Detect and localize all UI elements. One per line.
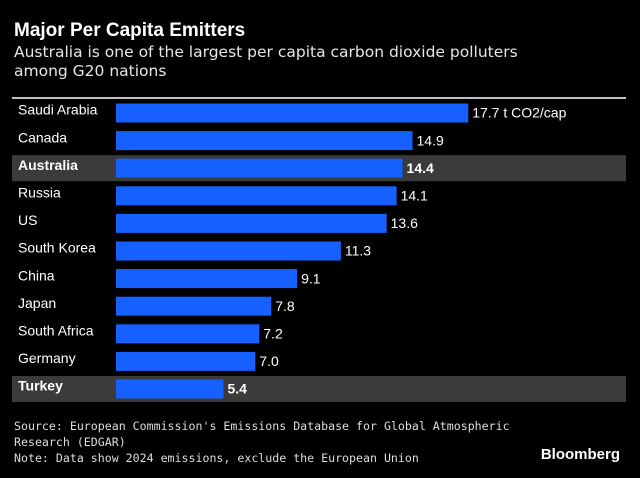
category-label: China: [18, 267, 55, 283]
bar: [116, 213, 387, 233]
footnote: Note: Data show 2024 emissions, exclude …: [14, 451, 419, 465]
source-note: Source: European Commission's Emissions …: [14, 419, 510, 449]
bar: [116, 269, 298, 289]
bar: [116, 379, 224, 399]
category-label: Canada: [18, 129, 67, 145]
bar: [116, 158, 403, 178]
chart-title: Major Per Capita Emitters: [14, 20, 246, 41]
value-label: 14.1: [401, 188, 428, 204]
bar: [116, 186, 397, 206]
bar: [116, 324, 260, 344]
chart-subtitle: Australia is one of the largest per capi…: [14, 43, 518, 80]
brand-logo: Bloomberg: [540, 446, 620, 463]
bar: [116, 296, 272, 316]
chart: Saudi Arabia 17.7 t CO2/cap Canada 14.9 Aust…: [12, 97, 626, 402]
value-label: 9.1: [301, 270, 321, 286]
highlight-band: [12, 376, 626, 402]
value-label: 7.0: [259, 353, 279, 369]
value-label: 7.2: [263, 326, 283, 342]
value-label: 7.8: [275, 298, 295, 314]
category-label: US: [18, 212, 37, 228]
value-label: 17.7 t CO2/cap: [472, 105, 566, 121]
category-label: Germany: [18, 350, 76, 366]
bar: [116, 241, 341, 261]
bar: [116, 351, 256, 371]
category-label: South Africa: [18, 323, 94, 339]
value-label: 5.4: [227, 381, 247, 397]
bar: [116, 131, 413, 151]
category-label: Australia: [18, 157, 78, 173]
bar: [116, 103, 469, 123]
category-label: Turkey: [18, 378, 63, 394]
category-label: Russia: [18, 185, 61, 201]
category-label: Saudi Arabia: [18, 102, 98, 118]
value-label: 14.4: [407, 160, 434, 176]
value-label: 11.3: [345, 243, 371, 259]
value-label: 13.6: [391, 215, 418, 231]
value-label: 14.9: [417, 132, 444, 148]
category-label: South Korea: [18, 240, 96, 256]
category-label: Japan: [18, 295, 56, 311]
